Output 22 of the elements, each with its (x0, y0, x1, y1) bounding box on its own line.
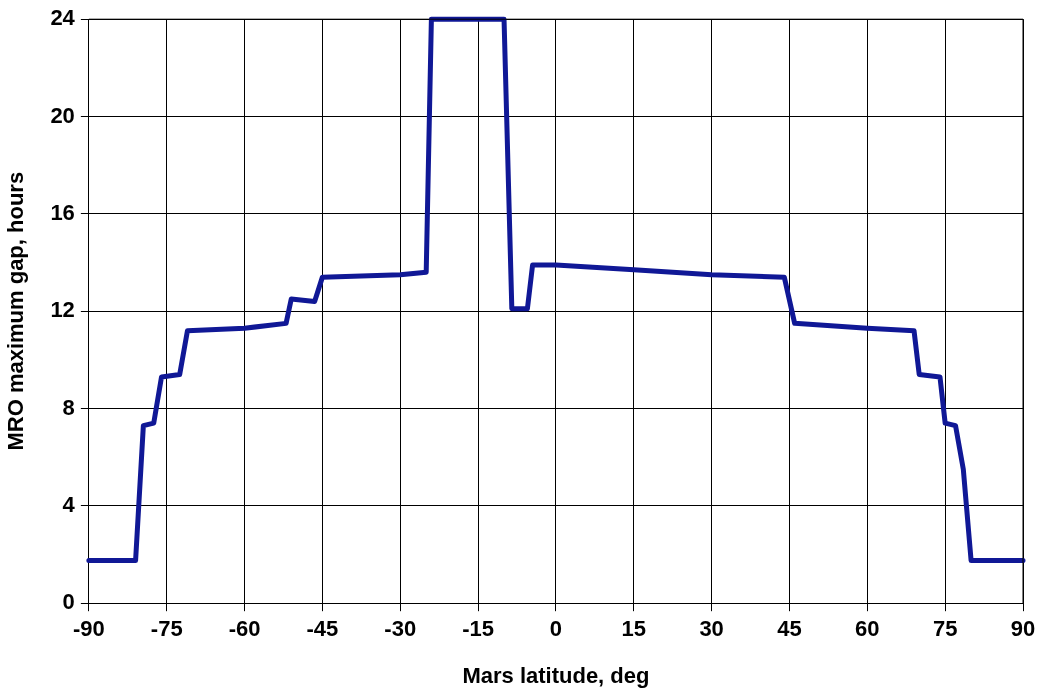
y-tick-label: 8 (62, 394, 75, 420)
x-tick-label: 30 (699, 616, 724, 642)
x-tick-label: -75 (150, 616, 183, 642)
x-tick-label: 75 (932, 616, 958, 642)
y-tick-label: 20 (50, 102, 75, 128)
y-tick-label: 24 (50, 5, 76, 31)
y-tick-label: 12 (50, 297, 75, 323)
x-tick-label: 60 (855, 616, 880, 642)
x-axis-title: Mars latitude, deg (462, 662, 650, 688)
x-tick-label: -90 (72, 616, 105, 642)
x-tick-label: 15 (621, 616, 647, 642)
y-tick-label: 16 (50, 199, 75, 225)
x-tick-label: -15 (462, 616, 494, 642)
y-axis-title: MRO maximum gap, hours (3, 171, 29, 451)
x-tick-label: -30 (384, 616, 417, 642)
x-tick-label: 45 (777, 616, 802, 642)
y-tick-label: 4 (62, 491, 76, 517)
x-tick-label: 0 (549, 616, 563, 642)
x-tick-label: 90 (1010, 616, 1036, 642)
x-tick-label: -45 (306, 616, 339, 642)
x-tick-label: -60 (228, 616, 261, 642)
y-tick-label: 0 (62, 589, 75, 615)
